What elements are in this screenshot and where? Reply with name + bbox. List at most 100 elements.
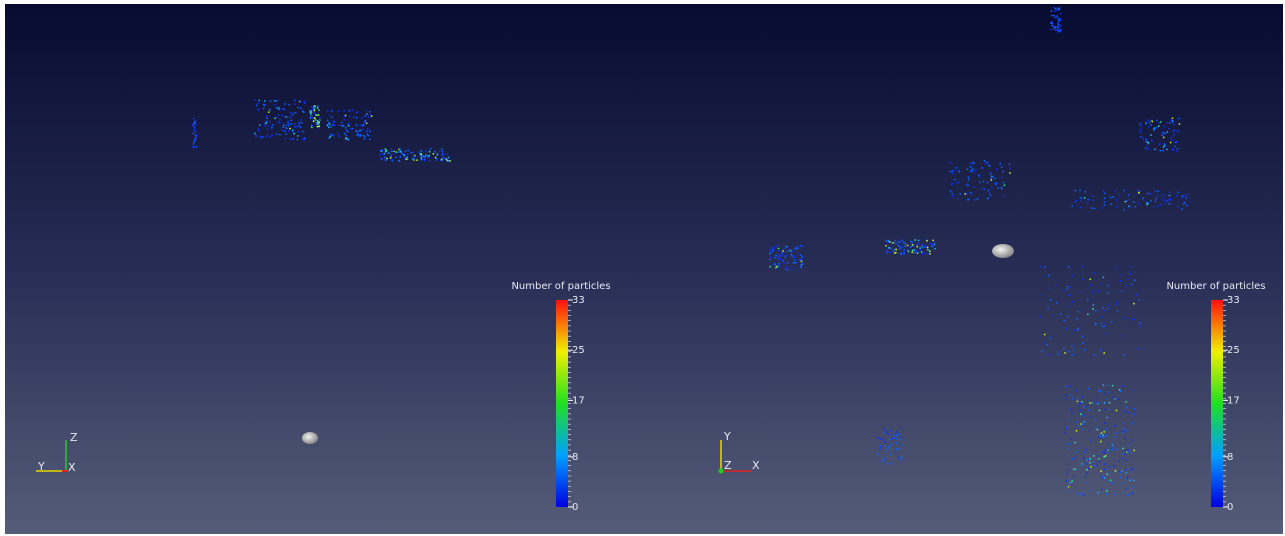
color-bar: Number of particles 33 25 17 8 0 bbox=[1166, 281, 1265, 513]
particle bbox=[1124, 430, 1127, 433]
particle bbox=[1093, 207, 1096, 210]
particle bbox=[801, 262, 804, 265]
particle bbox=[282, 126, 285, 129]
particle bbox=[1105, 489, 1108, 492]
particle bbox=[1093, 289, 1095, 292]
particle bbox=[1168, 194, 1171, 197]
particle bbox=[919, 247, 922, 249]
particle bbox=[799, 244, 802, 247]
particle bbox=[343, 115, 346, 118]
particle bbox=[369, 130, 371, 133]
particle bbox=[1102, 325, 1104, 328]
particle bbox=[949, 170, 952, 173]
particle bbox=[1082, 428, 1084, 431]
particle bbox=[264, 124, 266, 127]
particle bbox=[785, 254, 788, 257]
particle bbox=[1101, 451, 1104, 454]
particle bbox=[1176, 130, 1178, 133]
particle bbox=[1059, 29, 1062, 32]
particle bbox=[796, 260, 799, 262]
particle bbox=[1125, 487, 1128, 490]
particle bbox=[1108, 408, 1111, 411]
particle bbox=[311, 116, 314, 119]
particle bbox=[1079, 413, 1082, 415]
particle bbox=[777, 264, 780, 267]
particle bbox=[772, 256, 775, 259]
particle bbox=[923, 246, 926, 249]
particle bbox=[801, 256, 804, 258]
particle bbox=[782, 249, 784, 252]
particle bbox=[1077, 327, 1079, 330]
particle bbox=[785, 266, 788, 269]
particle bbox=[1002, 170, 1005, 173]
particle bbox=[275, 133, 278, 136]
particle bbox=[296, 138, 299, 141]
particle bbox=[1075, 492, 1078, 495]
particle bbox=[886, 251, 889, 254]
particle bbox=[380, 157, 382, 160]
particle bbox=[1075, 389, 1078, 392]
particle bbox=[1091, 292, 1094, 294]
particle bbox=[925, 245, 928, 247]
particle bbox=[287, 130, 290, 132]
particle bbox=[1068, 265, 1071, 268]
particle bbox=[300, 107, 302, 109]
particle bbox=[914, 239, 917, 241]
particle bbox=[777, 250, 780, 252]
particle bbox=[791, 250, 794, 252]
particle bbox=[1079, 206, 1082, 209]
particle bbox=[1083, 348, 1086, 351]
particle bbox=[1130, 283, 1133, 286]
particle bbox=[436, 154, 438, 157]
particle bbox=[1050, 14, 1053, 17]
particle bbox=[1073, 468, 1075, 471]
particle bbox=[1076, 397, 1079, 400]
particle bbox=[1097, 290, 1100, 292]
particle bbox=[397, 159, 400, 162]
particle bbox=[889, 430, 892, 432]
particle bbox=[1134, 279, 1136, 282]
particle bbox=[303, 138, 306, 141]
particle bbox=[423, 159, 426, 162]
particle bbox=[1081, 396, 1084, 398]
particle bbox=[317, 114, 320, 116]
particle bbox=[364, 115, 366, 118]
particle bbox=[1118, 460, 1121, 463]
particle bbox=[1069, 393, 1071, 396]
particle bbox=[1115, 432, 1118, 435]
particle bbox=[922, 243, 924, 246]
particle bbox=[1088, 429, 1091, 432]
particle bbox=[1162, 136, 1165, 139]
particle bbox=[264, 121, 267, 124]
particle bbox=[363, 121, 366, 124]
particle bbox=[443, 157, 446, 160]
particle bbox=[1057, 29, 1060, 32]
particle bbox=[360, 135, 362, 137]
particle bbox=[1122, 447, 1124, 450]
particle bbox=[317, 123, 319, 125]
particle bbox=[1095, 426, 1097, 429]
particle bbox=[782, 247, 785, 250]
particle bbox=[310, 126, 313, 129]
particle bbox=[1120, 274, 1123, 277]
particle bbox=[884, 458, 886, 461]
particle bbox=[1118, 388, 1121, 391]
particle bbox=[281, 114, 284, 117]
particle bbox=[343, 132, 346, 135]
particle bbox=[364, 119, 367, 122]
particle bbox=[442, 154, 444, 157]
particle bbox=[900, 436, 902, 439]
particle bbox=[781, 253, 783, 256]
particle bbox=[1139, 136, 1142, 138]
particle bbox=[384, 159, 387, 162]
particle bbox=[1056, 16, 1058, 19]
particle bbox=[301, 110, 304, 112]
particle bbox=[1104, 455, 1107, 457]
particle bbox=[1082, 492, 1085, 495]
tick-label: 0 bbox=[572, 502, 578, 513]
particle bbox=[978, 174, 980, 177]
particle bbox=[1079, 409, 1082, 412]
particle bbox=[1104, 322, 1107, 325]
particle bbox=[315, 114, 317, 116]
particle bbox=[388, 152, 390, 155]
